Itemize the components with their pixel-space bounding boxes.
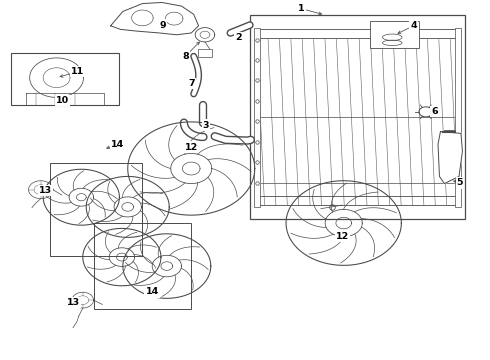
Bar (94, 223, 191, 309)
Text: 14: 14 (146, 287, 159, 296)
Polygon shape (438, 132, 463, 184)
Bar (259, 196, 456, 205)
Text: 4: 4 (410, 21, 417, 30)
Text: 9: 9 (160, 21, 166, 30)
Text: 13: 13 (67, 298, 79, 307)
Text: 6: 6 (431, 107, 438, 116)
Text: 2: 2 (235, 33, 242, 42)
Bar (250, 15, 465, 220)
Text: 1: 1 (298, 4, 304, 13)
Text: 8: 8 (182, 52, 189, 61)
Text: 7: 7 (188, 79, 195, 88)
Text: 10: 10 (56, 96, 69, 105)
Text: 12: 12 (185, 143, 198, 152)
Bar (370, 22, 419, 48)
Text: 3: 3 (203, 121, 209, 130)
Bar (49, 163, 143, 256)
Bar (455, 28, 461, 207)
Text: 5: 5 (457, 178, 463, 187)
Text: 13: 13 (39, 186, 52, 195)
Text: 12: 12 (336, 232, 349, 241)
Text: 14: 14 (111, 140, 124, 149)
Bar (11, 53, 119, 105)
Bar (259, 30, 456, 39)
Bar (198, 49, 212, 57)
Bar (254, 28, 260, 207)
Polygon shape (111, 3, 198, 35)
Text: 11: 11 (71, 67, 84, 76)
